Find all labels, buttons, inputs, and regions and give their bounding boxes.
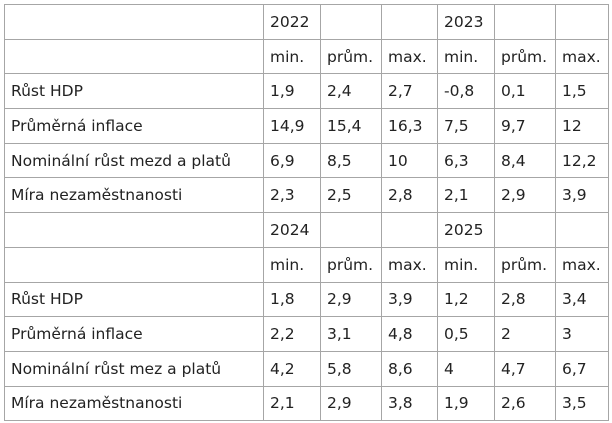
empty-cell (320, 4, 382, 40)
value-cell: 3,4 (555, 281, 609, 318)
empty-cell (381, 212, 438, 248)
value-cell: 2,5 (320, 177, 382, 214)
row-label: Průměrná inflace (4, 316, 264, 352)
table-row: min. prům. max. min. prům. max. (4, 246, 609, 283)
value-cell: 2,9 (494, 177, 556, 214)
row-label: Nominální růst mez a platů (4, 350, 264, 387)
value-cell: 12,2 (555, 142, 609, 179)
row-label: Míra nezaměstnanosti (4, 177, 264, 214)
year-header: 2023 (437, 4, 495, 40)
value-cell: 4,2 (263, 350, 321, 387)
value-cell: 10 (381, 142, 438, 179)
value-cell: 0,1 (494, 73, 556, 110)
empty-cell (555, 4, 609, 40)
table-row: Nominální růst mezd a platů 6,9 8,5 10 6,3 8,… (4, 142, 609, 179)
value-cell: 3,5 (555, 385, 609, 422)
value-cell: 1,5 (555, 73, 609, 110)
value-cell: 2,3 (263, 177, 321, 214)
stat-header: min. (263, 38, 321, 75)
value-cell: 6,3 (437, 142, 495, 179)
value-cell: 3,1 (320, 316, 382, 352)
empty-cell (320, 212, 382, 248)
value-cell: 16,3 (381, 108, 438, 144)
table-row: Průměrná inflace 14,9 15,4 16,3 7,5 9,7 12 (4, 108, 609, 144)
value-cell: 4,8 (381, 316, 438, 352)
value-cell: 5,8 (320, 350, 382, 387)
table-row: min. prům. max. min. prům. max. (4, 38, 609, 75)
value-cell: 4,7 (494, 350, 556, 387)
year-header: 2024 (263, 212, 321, 248)
value-cell: 1,9 (263, 73, 321, 110)
value-cell: 12 (555, 108, 609, 144)
stat-header: prům. (320, 38, 382, 75)
value-cell: 2,2 (263, 316, 321, 352)
value-cell: 2,1 (437, 177, 495, 214)
table-row: 2022 2023 (4, 4, 609, 40)
empty-cell (4, 212, 264, 248)
value-cell: 2 (494, 316, 556, 352)
value-cell: 2,4 (320, 73, 382, 110)
stat-header: max. (555, 38, 609, 75)
value-cell: 8,4 (494, 142, 556, 179)
table-row: Míra nezaměstnanosti 2,1 2,9 3,8 1,9 2,6 3,5 (4, 385, 609, 422)
value-cell: 3,8 (381, 385, 438, 422)
value-cell: 2,6 (494, 385, 556, 422)
year-header: 2022 (263, 4, 321, 40)
value-cell: 3,9 (555, 177, 609, 214)
stat-header: min. (437, 246, 495, 283)
value-cell: 0,5 (437, 316, 495, 352)
value-cell: 6,9 (263, 142, 321, 179)
value-cell: 2,8 (494, 281, 556, 318)
value-cell: 3,9 (381, 281, 438, 318)
forecast-table: 2022 2023 min. prům. max. min. prům. max. Růst H… (4, 4, 609, 422)
table-row: Průměrná inflace 2,2 3,1 4,8 0,5 2 3 (4, 316, 609, 352)
empty-cell (4, 4, 264, 40)
row-label: Růst HDP (4, 73, 264, 110)
table-row: Míra nezaměstnanosti 2,3 2,5 2,8 2,1 2,9 3,9 (4, 177, 609, 214)
empty-cell (4, 246, 264, 283)
value-cell: 14,9 (263, 108, 321, 144)
value-cell: 2,7 (381, 73, 438, 110)
table-body: 2022 2023 min. prům. max. min. prům. max. Růst H… (4, 4, 609, 422)
value-cell: 1,8 (263, 281, 321, 318)
value-cell: -0,8 (437, 73, 495, 110)
value-cell: 2,8 (381, 177, 438, 214)
value-cell: 9,7 (494, 108, 556, 144)
row-label: Míra nezaměstnanosti (4, 385, 264, 422)
value-cell: 8,6 (381, 350, 438, 387)
empty-cell (494, 4, 556, 40)
value-cell: 8,5 (320, 142, 382, 179)
empty-cell (494, 212, 556, 248)
value-cell: 4 (437, 350, 495, 387)
stat-header: prům. (494, 38, 556, 75)
table-row: 2024 2025 (4, 212, 609, 248)
stat-header: min. (437, 38, 495, 75)
table-row: Růst HDP 1,9 2,4 2,7 -0,8 0,1 1,5 (4, 73, 609, 110)
stat-header: max. (381, 246, 438, 283)
value-cell: 2,9 (320, 385, 382, 422)
stat-header: max. (381, 38, 438, 75)
value-cell: 1,2 (437, 281, 495, 318)
row-label: Průměrná inflace (4, 108, 264, 144)
table-row: Nominální růst mez a platů 4,2 5,8 8,6 4 4,7 6… (4, 350, 609, 387)
year-header: 2025 (437, 212, 495, 248)
row-label: Růst HDP (4, 281, 264, 318)
value-cell: 2,9 (320, 281, 382, 318)
value-cell: 15,4 (320, 108, 382, 144)
value-cell: 6,7 (555, 350, 609, 387)
empty-cell (4, 38, 264, 75)
stat-header: max. (555, 246, 609, 283)
empty-cell (555, 212, 609, 248)
value-cell: 3 (555, 316, 609, 352)
row-label: Nominální růst mezd a platů (4, 142, 264, 179)
value-cell: 1,9 (437, 385, 495, 422)
stat-header: prům. (494, 246, 556, 283)
table-row: Růst HDP 1,8 2,9 3,9 1,2 2,8 3,4 (4, 281, 609, 318)
value-cell: 2,1 (263, 385, 321, 422)
empty-cell (381, 4, 438, 40)
value-cell: 7,5 (437, 108, 495, 144)
stat-header: prům. (320, 246, 382, 283)
stat-header: min. (263, 246, 321, 283)
